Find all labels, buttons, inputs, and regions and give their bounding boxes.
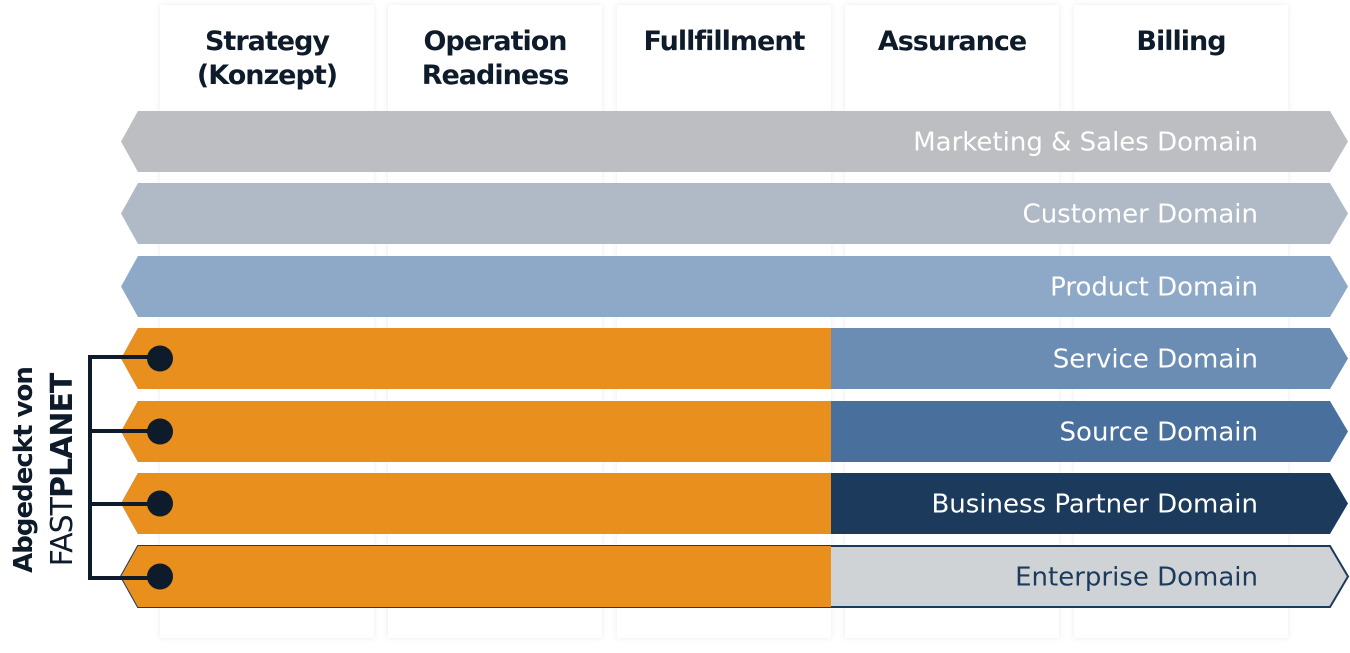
header-line: Fullfillment [644, 26, 806, 57]
header-line: Strategy [205, 26, 330, 57]
domain-label: Product Domain [1050, 273, 1258, 303]
domain-label: Source Domain [1060, 418, 1258, 448]
coverage-dot [147, 490, 173, 517]
header-line: Assurance [878, 26, 1026, 57]
coverage-band [121, 401, 831, 462]
bracket [88, 355, 160, 580]
column-header: Assurance [878, 26, 1026, 57]
domain-label: Marketing & Sales Domain [913, 128, 1258, 158]
column-header: Billing [1136, 26, 1225, 57]
column-header: Operation Readiness [422, 26, 569, 91]
coverage-band [121, 328, 831, 389]
column [1074, 5, 1288, 638]
domain-band [121, 256, 1348, 317]
header-line: Billing [1136, 26, 1225, 57]
domain-label: Customer Domain [1023, 200, 1258, 230]
header-line: (Konzept) [197, 60, 337, 91]
domain-band [121, 111, 1348, 172]
column-header: Fullfillment [644, 26, 806, 57]
side-label: Abgedeckt von [9, 367, 39, 573]
column [617, 5, 831, 638]
domain-label: Service Domain [1053, 345, 1258, 375]
column [388, 5, 602, 638]
coverage-dot [147, 563, 173, 590]
domain-label: Enterprise Domain [1015, 563, 1258, 593]
brand: FASTPLANET [45, 372, 80, 566]
domain-label: Business Partner Domain [931, 490, 1258, 520]
coverage-band [121, 546, 831, 607]
brand-light: FAST [45, 496, 80, 566]
column [160, 5, 374, 638]
coverage-band [121, 473, 831, 534]
brand-bold: PLANET [45, 372, 80, 498]
coverage-dot [147, 418, 173, 445]
column-header: Strategy (Konzept) [197, 26, 337, 91]
domain-band [121, 183, 1348, 244]
coverage-dot [147, 345, 173, 372]
header-line: Operation [423, 26, 566, 57]
column [845, 5, 1059, 638]
header-line: Readiness [422, 60, 569, 91]
